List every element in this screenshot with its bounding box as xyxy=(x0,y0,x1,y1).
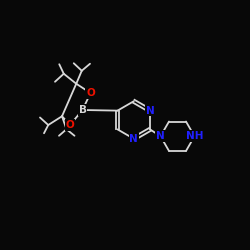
Text: O: O xyxy=(66,120,74,130)
Text: B: B xyxy=(78,105,86,115)
Text: NH: NH xyxy=(186,131,203,141)
Text: N: N xyxy=(156,131,165,141)
Text: N: N xyxy=(130,134,138,144)
Text: N: N xyxy=(146,106,154,116)
Text: O: O xyxy=(86,88,95,98)
